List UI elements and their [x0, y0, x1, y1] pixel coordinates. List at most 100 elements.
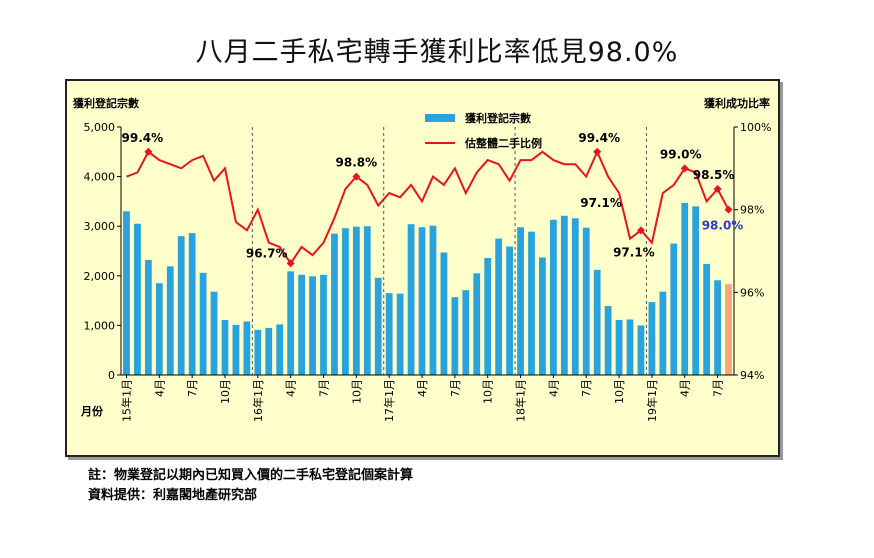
- right-tick-label: 96%: [740, 286, 764, 299]
- bar: [593, 269, 601, 375]
- chart-frame: 0 1,000 2,000 3,000 4,000 5,000 94% 96% 98% 100% 獲…: [65, 79, 780, 457]
- legend-label-line: 估整體二手比例: [464, 136, 542, 150]
- bar: [484, 257, 492, 375]
- bar: [188, 233, 196, 375]
- bar: [637, 325, 645, 375]
- bar: [725, 284, 732, 375]
- x-tick-label: 10月: [613, 379, 626, 404]
- left-tick-label: 2,000: [84, 270, 116, 283]
- x-tick-label: 7月: [186, 379, 199, 397]
- ratio-annotation: 98.0%: [702, 219, 744, 233]
- left-tick-label: 4,000: [84, 171, 116, 184]
- bar: [692, 206, 700, 375]
- bar: [363, 226, 371, 375]
- bar: [276, 324, 284, 375]
- ratio-marker: [713, 185, 722, 193]
- ratio-line: [126, 149, 730, 266]
- bar: [473, 273, 481, 375]
- bar: [506, 246, 513, 375]
- ratio-annotation: 99.4%: [122, 131, 164, 145]
- bar: [309, 276, 316, 375]
- x-tick-label: 7月: [580, 379, 593, 397]
- x-tick-label: 17年1月: [382, 379, 396, 422]
- bar: [144, 259, 152, 375]
- bar: [648, 302, 656, 375]
- x-tick-label: 4月: [153, 379, 166, 397]
- bar: [517, 227, 524, 375]
- bar: [396, 293, 404, 375]
- x-tick-label: 19年1月: [645, 379, 659, 422]
- bar: [221, 319, 229, 375]
- x-tick-label: 10月: [350, 379, 363, 404]
- bar: [254, 329, 262, 375]
- bar: [703, 263, 711, 375]
- bar: [232, 324, 240, 375]
- x-tick-label: 4月: [679, 379, 692, 397]
- bar: [155, 283, 163, 375]
- bar: [210, 291, 218, 375]
- bar: [374, 277, 382, 375]
- combo-chart: 0 1,000 2,000 3,000 4,000 5,000 94% 96% 98% 100% 獲…: [73, 96, 771, 422]
- x-tick-label: 10月: [219, 379, 232, 404]
- bar: [265, 327, 273, 375]
- bar: [385, 293, 393, 375]
- bar: [549, 219, 557, 375]
- ratio-annotation: 97.1%: [580, 196, 622, 210]
- bar: [123, 211, 130, 375]
- left-tick-label: 5,000: [84, 121, 116, 134]
- bar: [560, 215, 568, 375]
- bar: [352, 226, 360, 375]
- ratio-marker: [724, 205, 733, 214]
- bar: [681, 202, 689, 375]
- note-registration: 註：物業登記以期內已知買入價的二手私宅登記個案計算: [88, 468, 414, 483]
- bar: [243, 321, 251, 375]
- x-tick-label: 10月: [482, 379, 495, 404]
- bar: [571, 218, 579, 375]
- x-tick-label: 7月: [449, 379, 462, 397]
- x-tick-label: 15年1月: [119, 379, 133, 422]
- bar: [615, 319, 623, 375]
- left-tick-label: 3,000: [84, 220, 116, 233]
- left-tick-label: 1,000: [84, 319, 116, 332]
- bar: [440, 252, 448, 375]
- bar: [298, 274, 306, 375]
- x-axis-title: 月份: [80, 404, 104, 418]
- ratio-marker: [636, 226, 645, 235]
- bar: [342, 228, 349, 375]
- bar: [166, 266, 174, 375]
- ratio-annotation: 98.8%: [336, 156, 378, 170]
- bar: [604, 306, 612, 375]
- note-source: 資料提供：利嘉閣地產研究部: [88, 488, 258, 503]
- ratio-annotation: 96.7%: [246, 246, 288, 260]
- bar: [670, 243, 678, 375]
- right-tick-label: 100%: [740, 121, 771, 134]
- page-title: 八月二手私宅轉手獲利比率低見98.0%: [195, 37, 679, 68]
- bar: [659, 291, 667, 375]
- ratio-marker: [286, 259, 295, 268]
- legend-label-bar: 獲利登記宗數: [465, 111, 531, 125]
- bar: [626, 319, 634, 375]
- bar: [331, 233, 338, 375]
- x-tick-label: 16年1月: [251, 379, 265, 422]
- ratio-annotation: 99.4%: [578, 131, 620, 145]
- bar: [495, 238, 503, 375]
- left-axis-title: 獲利登記宗數: [73, 96, 139, 110]
- ratio-marker: [352, 172, 361, 181]
- bar: [462, 290, 470, 375]
- ratio-marker: [680, 164, 689, 173]
- bar: [287, 271, 295, 375]
- bar: [407, 224, 415, 375]
- bar: [714, 280, 721, 375]
- x-tick-label: 4月: [547, 379, 560, 397]
- bar: [528, 231, 535, 375]
- x-tick-label: 18年1月: [514, 379, 528, 422]
- bar: [418, 227, 426, 375]
- bar: [582, 227, 590, 375]
- ratio-annotation: 98.5%: [693, 168, 735, 182]
- bar: [429, 225, 437, 375]
- x-tick-label: 4月: [416, 379, 429, 397]
- bar: [320, 274, 327, 375]
- ratio-annotation: 97.1%: [613, 246, 655, 260]
- x-tick-label: 7月: [712, 379, 725, 397]
- ratio-annotation: 99.0%: [660, 147, 702, 161]
